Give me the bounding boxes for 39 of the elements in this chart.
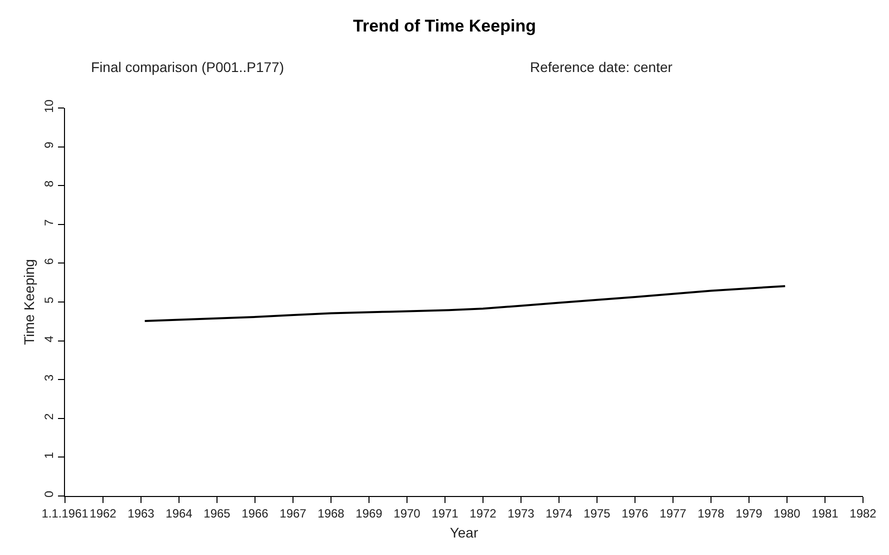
x-tick-label: 1964 xyxy=(166,506,193,520)
x-tick-label: 1974 xyxy=(546,506,573,520)
chart-title: Trend of Time Keeping xyxy=(353,16,536,36)
x-tick-label: 1975 xyxy=(584,506,611,520)
y-tick-label: 10 xyxy=(42,99,56,113)
x-tick-label: 1963 xyxy=(128,506,155,520)
x-tick-label: 1965 xyxy=(204,506,231,520)
x-tick-label: 1968 xyxy=(318,506,345,520)
x-tick-label: 1979 xyxy=(736,506,763,520)
y-tick-label: 9 xyxy=(42,141,56,148)
x-tick-label: 1962 xyxy=(90,506,117,520)
x-tick-label: 1970 xyxy=(394,506,421,520)
line-series xyxy=(144,285,786,322)
chart-subtitle: Final comparison (P001..P177) xyxy=(91,59,284,75)
text: Reference date: center xyxy=(530,59,673,75)
x-tick-label: 1966 xyxy=(242,506,269,520)
y-tick-label: 5 xyxy=(42,296,56,304)
y-tick-label: 7 xyxy=(42,218,56,226)
x-tick-label: 1976 xyxy=(622,506,649,520)
x-tick-label: 1981 xyxy=(812,506,839,520)
x-tick-label: 1967 xyxy=(280,506,307,520)
x-tick-label: 1972 xyxy=(470,506,497,520)
y-tick-label: 6 xyxy=(42,258,56,265)
x-tick-label: 1973 xyxy=(508,506,535,520)
y-tick-label: 1 xyxy=(42,452,56,459)
y-tick-label: 0 xyxy=(42,490,56,498)
x-tick-label: 1982 xyxy=(850,506,877,520)
y-tick-label: 2 xyxy=(42,412,56,420)
y-axis-title: Time Keeping xyxy=(20,259,37,345)
x-axis-title: Year xyxy=(450,524,478,541)
x-tick-label: 1980 xyxy=(774,506,801,520)
x-tick-label: 1.1.1961 xyxy=(42,506,89,520)
x-tick-label: 1977 xyxy=(660,506,687,520)
x-tick-label: 1978 xyxy=(698,506,725,520)
y-tick-label: 3 xyxy=(42,374,56,382)
y-tick-label: 8 xyxy=(42,180,56,188)
x-tick-label: 1969 xyxy=(356,506,383,520)
x-tick-label: 1971 xyxy=(432,506,459,520)
y-tick-label: 4 xyxy=(42,335,56,342)
